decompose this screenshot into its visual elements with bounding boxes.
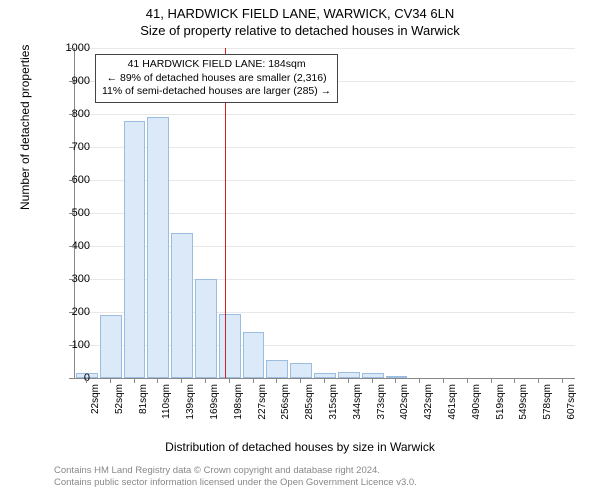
x-tick-label: 285sqm [304, 384, 315, 420]
x-tick-label: 256sqm [280, 384, 291, 420]
x-tick-label: 169sqm [209, 384, 220, 420]
histogram-bar [147, 117, 169, 378]
y-tick-mark [69, 81, 74, 82]
histogram-bar [243, 332, 265, 378]
x-tick-mark [467, 378, 468, 383]
x-tick-label: 198sqm [233, 384, 244, 420]
x-tick-label: 402sqm [399, 384, 410, 420]
y-tick-mark [69, 114, 74, 115]
x-tick-mark [110, 378, 111, 383]
y-tick-mark [69, 213, 74, 214]
x-tick-mark [205, 378, 206, 383]
annotation-line1: 41 HARDWICK FIELD LANE: 184sqm [102, 58, 331, 72]
histogram-bar [195, 279, 217, 378]
annotation-line3: 11% of semi-detached houses are larger (… [102, 85, 331, 99]
x-tick-label: 315sqm [328, 384, 339, 420]
y-tick-label: 800 [60, 108, 90, 120]
x-tick-label: 139sqm [185, 384, 196, 420]
histogram-bar [266, 360, 288, 378]
x-tick-label: 227sqm [257, 384, 268, 420]
x-tick-label: 432sqm [423, 384, 434, 420]
x-tick-mark [348, 378, 349, 383]
chart-title: 41, HARDWICK FIELD LANE, WARWICK, CV34 6… [0, 0, 600, 21]
x-tick-mark [443, 378, 444, 383]
x-tick-mark [562, 378, 563, 383]
histogram-bar [124, 121, 146, 378]
y-tick-mark [69, 279, 74, 280]
x-tick-mark [395, 378, 396, 383]
gridline [75, 114, 575, 115]
y-axis-label: Number of detached properties [18, 45, 32, 210]
annotation-box: 41 HARDWICK FIELD LANE: 184sqm ← 89% of … [95, 54, 338, 103]
y-tick-mark [69, 48, 74, 49]
x-tick-mark [324, 378, 325, 383]
histogram-bar [219, 314, 241, 378]
y-tick-label: 400 [60, 240, 90, 252]
x-tick-mark [134, 378, 135, 383]
x-tick-mark [229, 378, 230, 383]
x-tick-label: 344sqm [352, 384, 363, 420]
x-tick-mark [157, 378, 158, 383]
chart-area: 0100200300400500600700800900100022sqm52s… [54, 48, 574, 418]
chart-container: 41, HARDWICK FIELD LANE, WARWICK, CV34 6… [0, 0, 600, 500]
y-tick-mark [69, 378, 74, 379]
histogram-bar [290, 363, 312, 378]
x-tick-mark [372, 378, 373, 383]
y-tick-label: 1000 [60, 42, 90, 54]
x-tick-mark [276, 378, 277, 383]
x-tick-mark [491, 378, 492, 383]
x-tick-label: 549sqm [518, 384, 529, 420]
x-tick-label: 607sqm [566, 384, 577, 420]
x-tick-mark [419, 378, 420, 383]
x-tick-label: 373sqm [376, 384, 387, 420]
y-tick-label: 500 [60, 207, 90, 219]
x-tick-label: 490sqm [471, 384, 482, 420]
x-tick-mark [253, 378, 254, 383]
y-tick-mark [69, 246, 74, 247]
annotation-line2: ← 89% of detached houses are smaller (2,… [102, 72, 331, 86]
chart-subtitle: Size of property relative to detached ho… [0, 21, 600, 38]
y-tick-label: 900 [60, 75, 90, 87]
credit-line1: Contains HM Land Registry data © Crown c… [54, 465, 417, 477]
y-tick-label: 200 [60, 306, 90, 318]
x-tick-label: 22sqm [90, 384, 101, 414]
gridline [75, 48, 575, 49]
histogram-bar [171, 233, 193, 378]
y-tick-label: 100 [60, 339, 90, 351]
x-tick-label: 519sqm [495, 384, 506, 420]
y-tick-mark [69, 147, 74, 148]
y-tick-mark [69, 180, 74, 181]
credits: Contains HM Land Registry data © Crown c… [54, 465, 417, 490]
credit-line2: Contains public sector information licen… [54, 477, 417, 489]
x-tick-mark [514, 378, 515, 383]
histogram-bar [100, 315, 122, 378]
x-tick-label: 81sqm [138, 384, 149, 414]
x-tick-mark [538, 378, 539, 383]
y-tick-mark [69, 312, 74, 313]
y-tick-mark [69, 345, 74, 346]
x-tick-label: 52sqm [114, 384, 125, 414]
y-tick-label: 700 [60, 141, 90, 153]
y-tick-label: 300 [60, 273, 90, 285]
x-tick-mark [300, 378, 301, 383]
x-tick-mark [86, 378, 87, 383]
x-tick-mark [181, 378, 182, 383]
y-tick-label: 600 [60, 174, 90, 186]
x-tick-label: 110sqm [161, 384, 172, 419]
x-tick-label: 461sqm [447, 384, 458, 420]
x-axis-label: Distribution of detached houses by size … [0, 440, 600, 454]
x-tick-label: 578sqm [542, 384, 553, 420]
